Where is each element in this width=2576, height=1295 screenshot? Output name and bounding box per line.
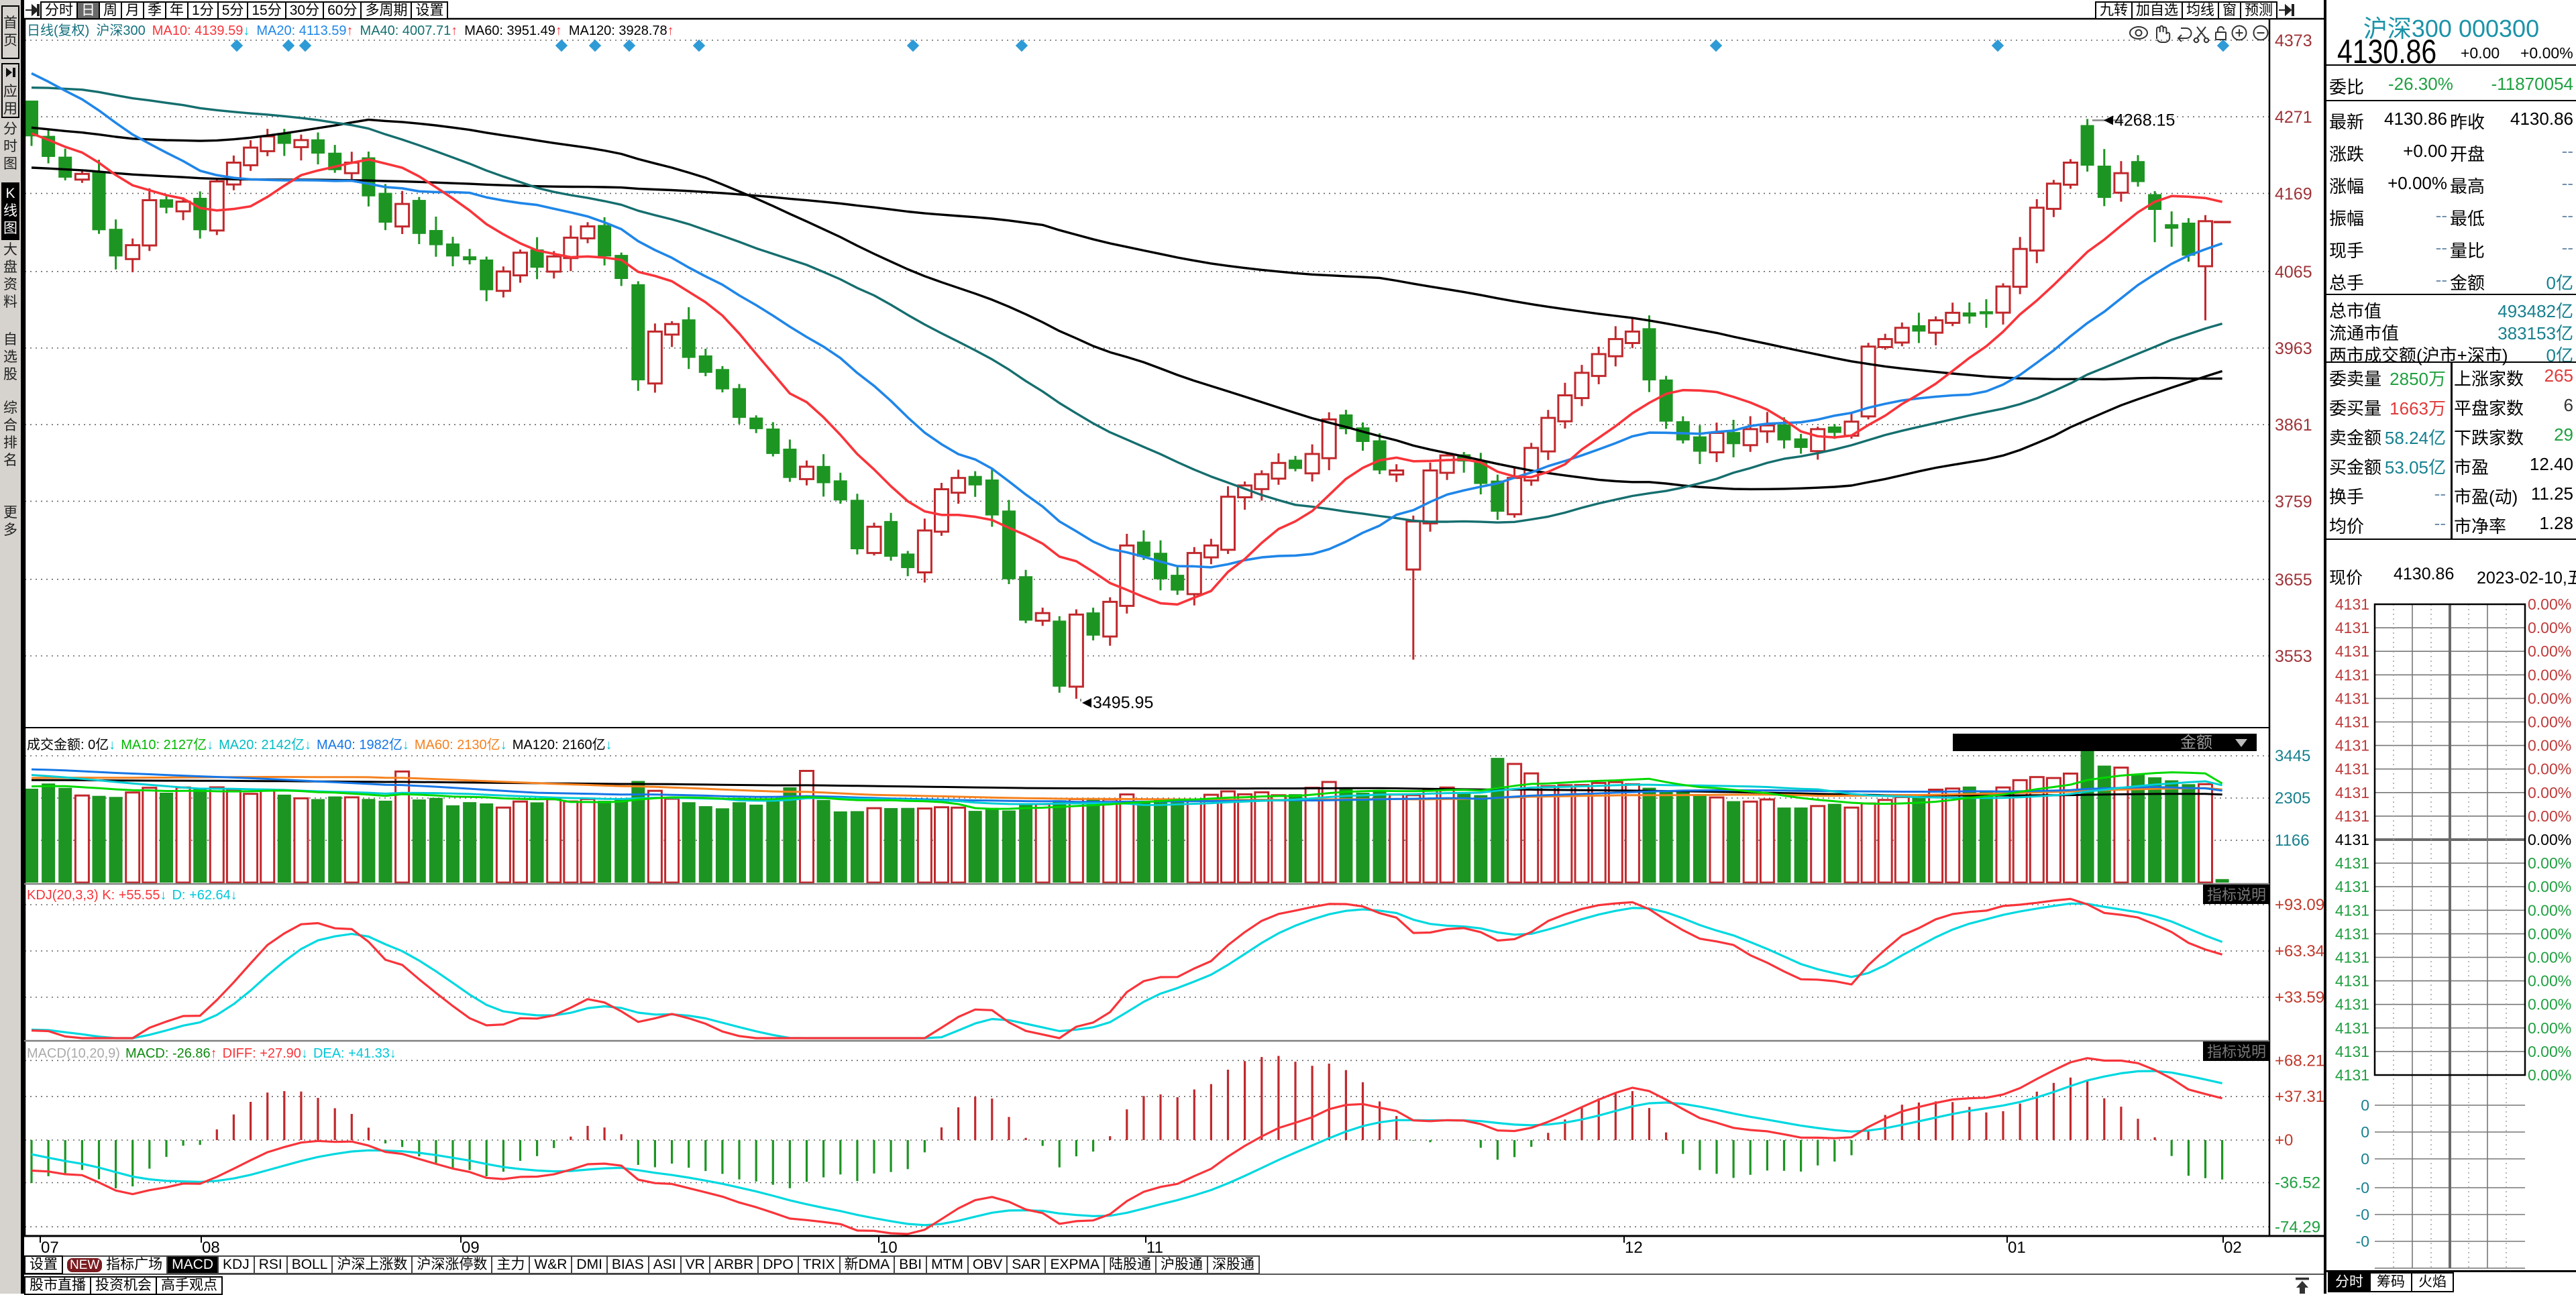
svg-text:4131: 4131 <box>2335 642 2369 660</box>
svg-text:KDJ(20,3,3) K: +55.55↓D: +62.6: KDJ(20,3,3) K: +55.55↓ D: +62.64↓ <box>27 888 237 903</box>
svg-text:3553: 3553 <box>2275 647 2312 666</box>
svg-text:3445: 3445 <box>2275 747 2310 765</box>
svg-text:12: 12 <box>1625 1239 1643 1257</box>
svg-text:4131: 4131 <box>2335 784 2369 801</box>
svg-text:4131: 4131 <box>2335 619 2369 636</box>
svg-text:0.00%: 0.00% <box>2528 1043 2571 1060</box>
svg-text:4131: 4131 <box>2335 761 2369 778</box>
svg-text:4131: 4131 <box>2335 1019 2369 1037</box>
svg-text:成交金额: 0亿↓MA10: 2127亿↓MA20: 214: 成交金额: 0亿↓ MA10: 2127亿↓ MA20: 2142亿↓ MA40: 1… <box>27 737 612 752</box>
svg-text:+63.34: +63.34 <box>2275 942 2324 960</box>
svg-text:4131: 4131 <box>2335 714 2369 731</box>
svg-text:4271: 4271 <box>2275 108 2312 127</box>
svg-text:0.00%: 0.00% <box>2528 901 2571 919</box>
svg-text:3759: 3759 <box>2275 492 2312 511</box>
svg-text:0.00%: 0.00% <box>2528 737 2571 754</box>
svg-text:4131: 4131 <box>2335 949 2369 966</box>
svg-text:4131: 4131 <box>2335 807 2369 825</box>
svg-text:3655: 3655 <box>2275 571 2312 589</box>
svg-text:-74.29: -74.29 <box>2275 1218 2320 1236</box>
svg-text:4131: 4131 <box>2335 1066 2369 1084</box>
svg-text:10: 10 <box>879 1239 898 1257</box>
svg-text:02: 02 <box>2224 1239 2242 1257</box>
svg-text:4131: 4131 <box>2335 689 2369 707</box>
svg-text:3495.95: 3495.95 <box>1093 693 1153 712</box>
svg-text:09: 09 <box>462 1239 480 1257</box>
svg-text:0.00%: 0.00% <box>2528 949 2571 966</box>
svg-text:0: 0 <box>2361 1096 2369 1114</box>
svg-text:4131: 4131 <box>2335 737 2369 754</box>
svg-text:+37.31: +37.31 <box>2275 1088 2324 1106</box>
svg-text:0.00%: 0.00% <box>2528 996 2571 1013</box>
svg-text:4373: 4373 <box>2275 32 2312 50</box>
svg-text:0.00%: 0.00% <box>2528 1019 2571 1037</box>
svg-text:11: 11 <box>1146 1239 1163 1257</box>
svg-text:4131: 4131 <box>2335 854 2369 872</box>
svg-text:0.00%: 0.00% <box>2528 807 2571 825</box>
svg-text:+68.21: +68.21 <box>2275 1052 2324 1070</box>
svg-text:0.00%: 0.00% <box>2528 878 2571 895</box>
svg-text:0: 0 <box>2361 1123 2369 1141</box>
svg-text:0.00%: 0.00% <box>2528 714 2571 731</box>
svg-text:-36.52: -36.52 <box>2275 1174 2320 1192</box>
svg-text:3861: 3861 <box>2275 416 2312 435</box>
svg-text:4131: 4131 <box>2335 1043 2369 1060</box>
svg-text:4268.15: 4268.15 <box>2114 111 2175 129</box>
svg-text:3963: 3963 <box>2275 339 2312 358</box>
svg-text:0.00%: 0.00% <box>2528 596 2571 613</box>
svg-text:+33.59: +33.59 <box>2275 989 2324 1007</box>
svg-text:4131: 4131 <box>2335 996 2369 1013</box>
svg-text:4169: 4169 <box>2275 184 2312 203</box>
svg-text:0.00%: 0.00% <box>2528 831 2571 848</box>
svg-text:0.00%: 0.00% <box>2528 619 2571 636</box>
svg-text:4131: 4131 <box>2335 666 2369 683</box>
svg-text:0.00%: 0.00% <box>2528 666 2571 683</box>
svg-text:0.00%: 0.00% <box>2528 1066 2571 1084</box>
svg-text:MACD(10,20,9)MACD: -26.86↑DIFF: MACD(10,20,9) MACD: -26.86↑ DIFF: +27.90↓ D… <box>27 1046 396 1061</box>
svg-text:4131: 4131 <box>2335 972 2369 990</box>
svg-text:+93.09: +93.09 <box>2275 896 2324 914</box>
svg-text:07: 07 <box>41 1239 59 1257</box>
svg-text:0.00%: 0.00% <box>2528 925 2571 942</box>
svg-text:4131: 4131 <box>2335 925 2369 942</box>
svg-text:金额: 金额 <box>2180 734 2212 752</box>
svg-text:-0: -0 <box>2356 1233 2369 1250</box>
svg-text:1166: 1166 <box>2275 832 2310 850</box>
svg-text:指标说明: 指标说明 <box>2207 1044 2266 1060</box>
svg-text:-0: -0 <box>2356 1179 2369 1196</box>
svg-text:4131: 4131 <box>2335 831 2369 848</box>
svg-text:0: 0 <box>2361 1150 2369 1168</box>
svg-text:0.00%: 0.00% <box>2528 689 2571 707</box>
svg-text:2305: 2305 <box>2275 789 2310 807</box>
svg-text:+0: +0 <box>2275 1131 2293 1149</box>
svg-text:0.00%: 0.00% <box>2528 642 2571 660</box>
svg-text:0.00%: 0.00% <box>2528 854 2571 872</box>
svg-text:4131: 4131 <box>2335 901 2369 919</box>
svg-text:0.00%: 0.00% <box>2528 972 2571 990</box>
svg-text:指标说明: 指标说明 <box>2207 887 2266 903</box>
svg-text:0.00%: 0.00% <box>2528 784 2571 801</box>
svg-text:4065: 4065 <box>2275 263 2312 282</box>
svg-text:-0: -0 <box>2356 1206 2369 1223</box>
svg-text:4131: 4131 <box>2335 878 2369 895</box>
svg-text:08: 08 <box>202 1239 220 1257</box>
svg-text:0.00%: 0.00% <box>2528 761 2571 778</box>
svg-text:01: 01 <box>2008 1239 2026 1257</box>
svg-text:4131: 4131 <box>2335 596 2369 613</box>
